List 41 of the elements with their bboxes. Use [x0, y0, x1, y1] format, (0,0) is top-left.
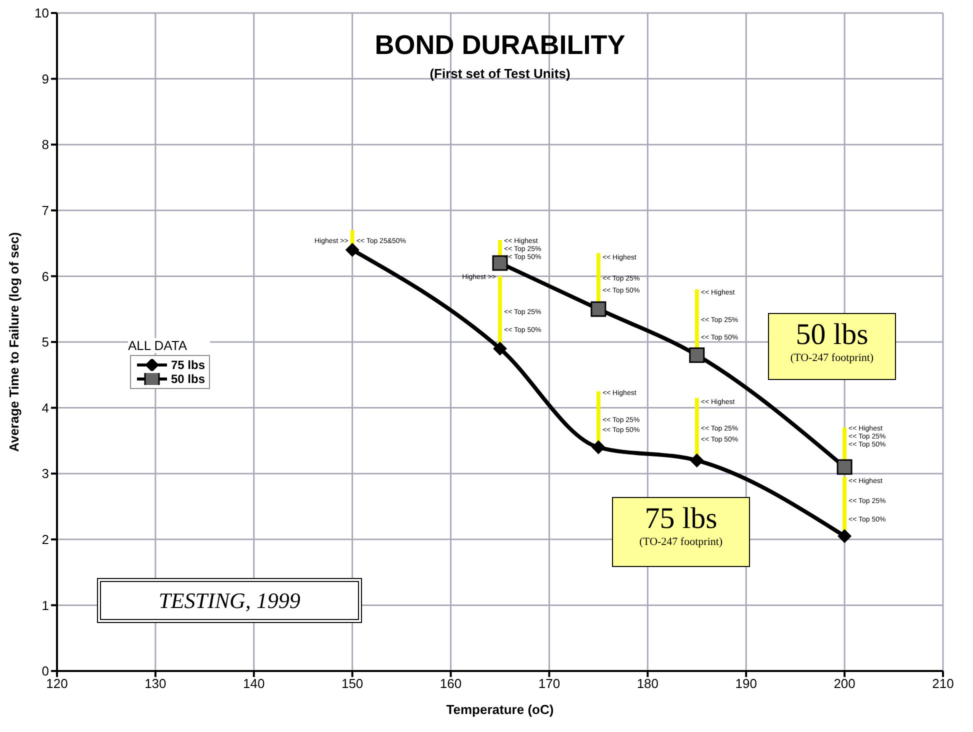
x-tick-label: 150: [341, 676, 364, 692]
x-tick-label: 200: [834, 676, 856, 692]
annotation: 75 lbs: [644, 502, 718, 536]
annotation: (TO-247 footprint): [789, 352, 875, 364]
point: [591, 440, 606, 454]
x-tick-label: 170: [538, 676, 560, 692]
y-tick-label: 6: [42, 268, 49, 284]
point: [690, 453, 704, 468]
y-axis-title: Average Time to Failure (log of sec): [6, 232, 22, 452]
y-tick-label: 8: [42, 137, 49, 152]
legend-label: 75 lbs: [171, 358, 206, 372]
x-tick-label: 190: [735, 676, 757, 692]
y-tick-label: 2: [42, 532, 49, 548]
y-tick-label: 0: [42, 664, 49, 679]
caption-frame: TESTING, 1999: [97, 578, 362, 623]
text: BOND DURABILITY: [374, 30, 626, 61]
y-tick-label: 9: [42, 71, 49, 86]
point: [836, 459, 852, 475]
x-tick-label: 130: [144, 676, 166, 692]
x-tick-label: 120: [46, 676, 68, 692]
x-tick-label: 140: [243, 676, 265, 692]
y-tick-label: 3: [42, 466, 49, 482]
point: [838, 529, 852, 544]
text: (First set of Test Units): [428, 66, 572, 81]
y-tick-label: 1: [42, 598, 49, 613]
point: [689, 347, 705, 363]
x-tick-label: 160: [440, 676, 462, 692]
y-tick-label: 5: [42, 334, 49, 350]
point: [590, 301, 606, 317]
x-axis-title: Temperature (oC): [446, 702, 554, 717]
y-tick-label: 7: [42, 203, 49, 218]
legend-label: 50 lbs: [171, 372, 206, 386]
annotation: 50 lbs: [794, 318, 870, 352]
y-tick-label: 10: [34, 6, 49, 21]
point: [345, 242, 360, 257]
y-tick-label: 4: [42, 400, 49, 416]
x-tick-label: 210: [932, 676, 954, 692]
annotation: (TO-247 footprint): [638, 536, 724, 548]
x-tick-label: 180: [636, 676, 659, 692]
point: [493, 342, 507, 356]
legend-title: ALL DATA: [128, 338, 210, 353]
